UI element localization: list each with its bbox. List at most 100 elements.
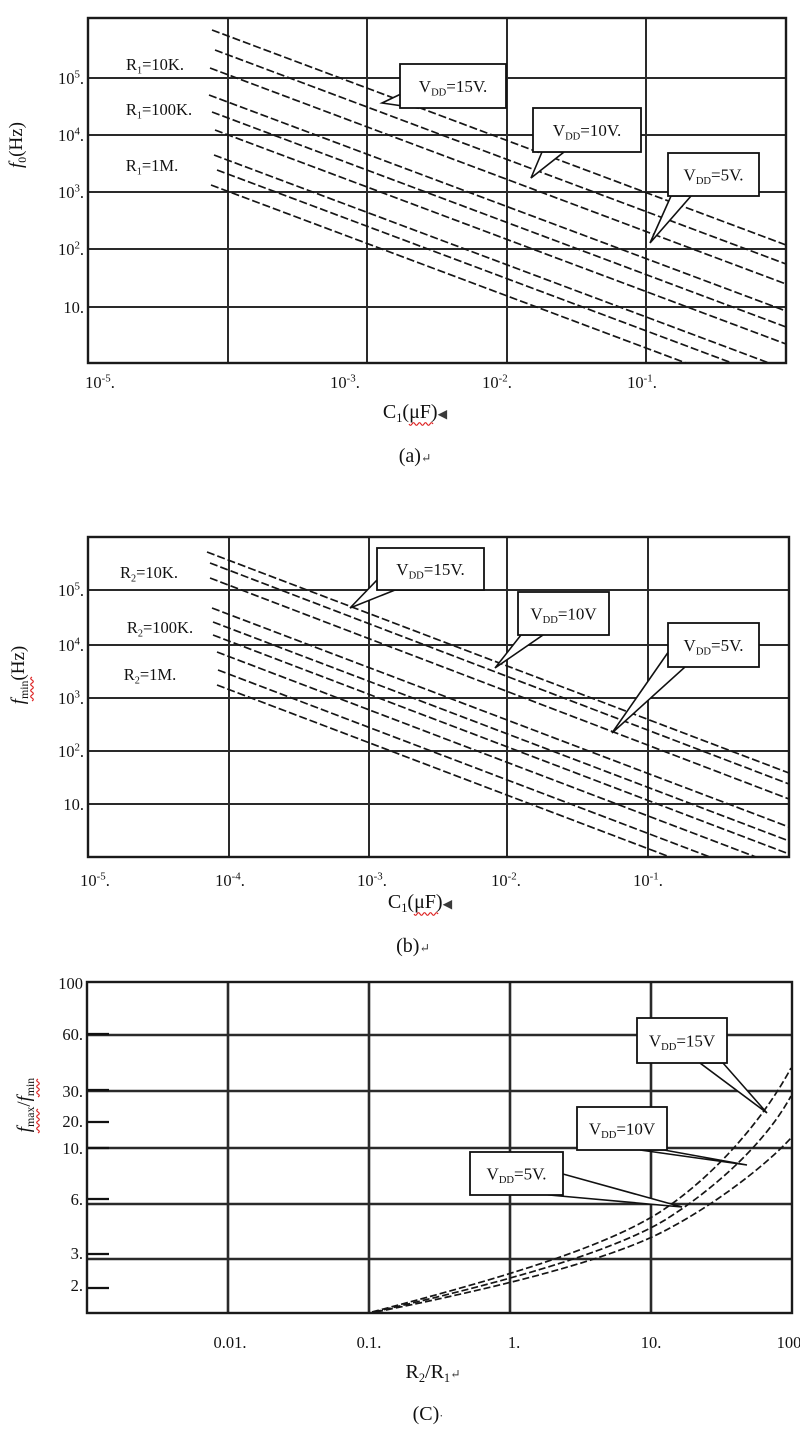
spellcheck-squiggle [408, 422, 434, 426]
y-tick-label: 2. [71, 1276, 83, 1295]
y-tick-label: 6. [71, 1190, 83, 1209]
data-line [208, 94, 787, 312]
x-tick-label: 0.01. [214, 1333, 247, 1352]
data-curve [373, 1095, 792, 1313]
spellcheck-squiggle [36, 1078, 40, 1098]
data-line [211, 111, 787, 328]
y-axis-label-text: f0(Hz) [6, 122, 29, 168]
chart-caption: (C)· [413, 1403, 444, 1425]
y-tick-label: 103. [58, 183, 84, 202]
chart-caption: (a)↵ [399, 445, 432, 467]
spellcheck-squiggle [30, 676, 34, 702]
data-line [216, 169, 733, 364]
series-group-label: R2=1M. [124, 665, 176, 686]
data-line [206, 551, 790, 774]
x-tick-label: 10. [641, 1333, 662, 1352]
data-line [212, 621, 790, 842]
y-tick-label: 100 [58, 974, 83, 993]
callout-box [517, 591, 610, 636]
x-tick-label: 0.1. [357, 1333, 382, 1352]
plot-border [86, 535, 791, 859]
series-group-label: R1=1M. [126, 156, 178, 177]
y-tick-label: 104. [58, 636, 84, 655]
y-tick-label: 3. [71, 1244, 83, 1263]
x-axis-label: C1(μF)◀ [388, 891, 453, 915]
x-axis-label: C1(μF)◀ [383, 401, 448, 425]
data-line [214, 129, 787, 345]
callout-box [399, 63, 507, 109]
y-axis-label: fmin(Hz) [8, 646, 34, 704]
callout-box [532, 107, 642, 153]
data-line [210, 184, 687, 364]
data-line [214, 49, 787, 265]
y-tick-label: 105. [58, 69, 84, 88]
series-group-label: R1=10K. [126, 55, 184, 76]
callout-box [469, 1151, 564, 1196]
x-axis-label: R2/R1↵ [405, 1361, 460, 1385]
x-tick-label: 10-1. [627, 373, 657, 392]
callout-box [667, 152, 760, 197]
callout-label: VDD=5V. [684, 636, 744, 657]
x-tick-label: 10-4. [215, 871, 245, 890]
y-axis-label: fmax/fmin [14, 1078, 40, 1134]
data-curve [375, 1137, 792, 1313]
callout-box [636, 1017, 728, 1064]
callout-box [576, 1106, 668, 1151]
data-line [209, 577, 790, 800]
callout-label: VDD=10V [589, 1120, 656, 1141]
spellcheck-squiggle [36, 1108, 40, 1134]
y-tick-label: 102. [58, 742, 84, 761]
chart-c: 100 60. 30. 20. 10. 6. 3. 2. 0.01. 0.1. 1. 10. 100 VD… [14, 974, 800, 1425]
callout-label: VDD=15V. [419, 77, 487, 98]
y-tick-label: 10. [63, 298, 84, 317]
y-tick-label: 105. [58, 581, 84, 600]
callout-box [376, 547, 485, 591]
y-axis-label: f0(Hz) [6, 122, 29, 168]
chart-caption: (b)↵ [396, 935, 430, 957]
y-tick-label: 30. [62, 1082, 83, 1101]
y-tick-label: 10. [62, 1139, 83, 1158]
callout-label: VDD=15V [649, 1032, 716, 1053]
data-line [211, 607, 790, 828]
callout-tail [547, 1173, 683, 1208]
callout-tail [649, 195, 693, 244]
data-curve [371, 1067, 792, 1313]
y-tick-label: 103. [58, 689, 84, 708]
chart-b: R2=10K. R2=100K. R2=1M. 105. 104. 103. 102. 10.… [8, 535, 791, 957]
y-tick-label: 20. [62, 1112, 83, 1131]
data-line [209, 67, 787, 285]
x-tick-label: 10-3. [357, 871, 387, 890]
callout-tail [639, 1149, 748, 1166]
callout-label: VDD=5V. [487, 1165, 547, 1186]
callout-label: VDD=10V. [553, 121, 621, 142]
x-tick-label: 100 [777, 1333, 800, 1352]
callout-box [667, 622, 760, 668]
y-tick-label: 60. [62, 1025, 83, 1044]
y-axis-label-text: fmax/fmin [14, 1078, 37, 1133]
callout-label: VDD=10V [530, 605, 597, 626]
y-axis-label-text: fmin(Hz) [8, 646, 31, 704]
data-line [209, 562, 790, 785]
series-group-label: R1=100K. [126, 100, 192, 121]
plot-border [86, 16, 788, 365]
x-tick-label: 10-2. [482, 373, 512, 392]
data-line [216, 684, 671, 858]
y-tick-label: 10. [63, 795, 84, 814]
data-line [216, 651, 757, 858]
chart-a: R1=10K. R1=100K. R1=1M. 105. 104. 103. 102. 10.… [6, 16, 788, 467]
series-group-label: R2=10K. [120, 563, 178, 584]
data-line [211, 29, 787, 246]
x-tick-label: 1. [508, 1333, 520, 1352]
callout-tail [697, 1062, 768, 1114]
data-line [212, 634, 790, 855]
x-tick-label: 10-3. [330, 373, 360, 392]
x-tick-label: 10-2. [491, 871, 521, 890]
y-tick-label: 104. [58, 126, 84, 145]
x-tick-label: 10-1. [633, 871, 663, 890]
spellcheck-squiggle [413, 912, 439, 916]
callout-label: VDD=15V. [396, 560, 464, 581]
plot-border [85, 980, 794, 1315]
callout-label: VDD=5V. [684, 166, 744, 187]
